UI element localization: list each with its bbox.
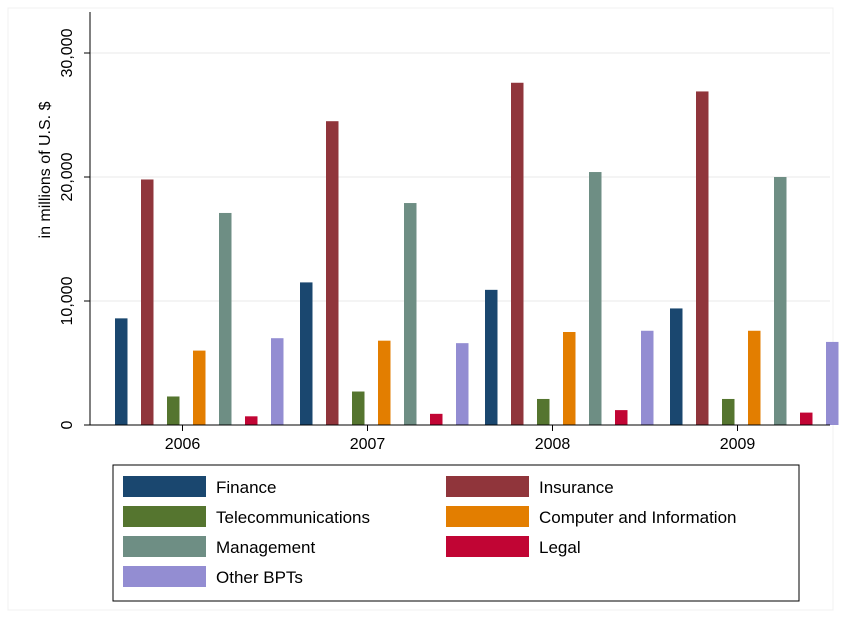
bar xyxy=(485,289,498,425)
bar xyxy=(589,172,602,425)
legend-swatch xyxy=(446,476,529,497)
legend-label: Telecommunications xyxy=(216,508,370,527)
legend-swatch xyxy=(123,506,206,527)
legend-swatch xyxy=(446,506,529,527)
bar xyxy=(404,203,417,425)
bar xyxy=(826,341,839,425)
x-tick-label: 2009 xyxy=(720,436,756,453)
bar xyxy=(271,338,284,425)
legend-label: Management xyxy=(216,538,316,557)
x-tick-label: 2007 xyxy=(350,436,386,453)
legend-swatch xyxy=(123,476,206,497)
legend-items: Finance Insurance Telecommunications Comput… xyxy=(123,476,737,587)
legend-label: Finance xyxy=(216,478,276,497)
bar xyxy=(641,330,654,425)
legend-label: Legal xyxy=(539,538,581,557)
bar xyxy=(167,396,180,425)
legend: Finance Insurance Telecommunications Comput… xyxy=(112,464,800,602)
legend-swatch xyxy=(123,536,206,557)
bar xyxy=(615,410,628,425)
bar xyxy=(430,413,443,425)
legend-swatch xyxy=(123,566,206,587)
legend-label: Computer and Information xyxy=(539,508,737,527)
bar xyxy=(537,398,550,425)
axes xyxy=(89,12,830,426)
legend-label: Other BPTs xyxy=(216,568,303,587)
x-tick-label: 2008 xyxy=(535,436,571,453)
bar xyxy=(193,350,206,425)
y-axis-label: in millions of U.S. $ xyxy=(37,101,54,238)
bar xyxy=(352,391,365,425)
y-tick-label: 0 xyxy=(59,420,76,429)
bar xyxy=(748,330,761,425)
bar xyxy=(511,82,524,425)
y-tick-label: 20,000 xyxy=(59,152,76,201)
bars xyxy=(115,82,839,425)
y-ticks: 0 10,000 20,000 30,000 xyxy=(59,28,90,429)
bar xyxy=(326,121,339,425)
x-tick-label: 2006 xyxy=(165,436,201,453)
legend-label: Insurance xyxy=(539,478,614,497)
bar xyxy=(696,91,709,425)
bar xyxy=(456,343,469,425)
bar xyxy=(670,308,683,425)
y-tick-label: 30,000 xyxy=(59,28,76,77)
bar xyxy=(219,212,232,425)
bar xyxy=(141,179,154,425)
bar xyxy=(300,282,313,425)
bar xyxy=(115,318,128,425)
bar xyxy=(800,412,813,425)
bar xyxy=(774,177,787,425)
bar xyxy=(722,398,735,425)
x-ticks: 2006 2007 2008 2009 xyxy=(165,425,756,453)
y-tick-label: 10,000 xyxy=(59,276,76,325)
bar xyxy=(563,332,576,425)
bar xyxy=(378,340,391,425)
legend-swatch xyxy=(446,536,529,557)
bar xyxy=(245,416,258,425)
